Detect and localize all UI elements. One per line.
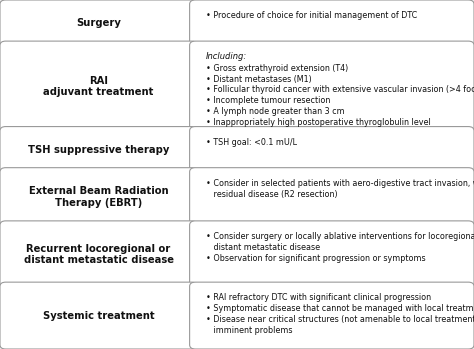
Text: • Observation for significant progression or symptoms: • Observation for significant progressio…	[206, 254, 426, 262]
Text: • Distant metastases (M1): • Distant metastases (M1)	[206, 75, 312, 84]
FancyBboxPatch shape	[0, 41, 197, 132]
FancyBboxPatch shape	[0, 221, 197, 288]
Text: • RAI refractory DTC with significant clinical progression: • RAI refractory DTC with significant cl…	[206, 293, 431, 302]
FancyBboxPatch shape	[0, 282, 197, 349]
FancyBboxPatch shape	[190, 168, 474, 227]
Text: External Beam Radiation
Therapy (EBRT): External Beam Radiation Therapy (EBRT)	[29, 186, 168, 208]
Text: • Symptomatic disease that cannot be managed with local treatment: • Symptomatic disease that cannot be man…	[206, 304, 474, 313]
FancyBboxPatch shape	[190, 41, 474, 132]
Text: Recurrent locoregional or
distant metastatic disease: Recurrent locoregional or distant metast…	[24, 244, 173, 265]
Text: • Disease near critical structures (not amenable to local treatment) likely to c: • Disease near critical structures (not …	[206, 315, 474, 324]
Text: distant metastatic disease: distant metastatic disease	[206, 243, 320, 252]
Text: Including:: Including:	[206, 52, 247, 61]
Text: • Consider surgery or locally ablative interventions for locoregional or low vol: • Consider surgery or locally ablative i…	[206, 232, 474, 241]
Text: Surgery: Surgery	[76, 18, 121, 28]
Text: • Follicular thyroid cancer with extensive vascular invasion (>4 foci): • Follicular thyroid cancer with extensi…	[206, 86, 474, 95]
FancyBboxPatch shape	[0, 0, 197, 47]
Text: • Procedure of choice for initial management of DTC: • Procedure of choice for initial manage…	[206, 11, 418, 20]
Text: TSH suppressive therapy: TSH suppressive therapy	[28, 145, 169, 155]
FancyBboxPatch shape	[0, 168, 197, 227]
FancyBboxPatch shape	[0, 127, 197, 173]
Text: • Consider in selected patients with aero-digestive tract invasion, where there : • Consider in selected patients with aer…	[206, 179, 474, 188]
Text: RAI
adjuvant treatment: RAI adjuvant treatment	[44, 76, 154, 97]
Text: imminent problems: imminent problems	[206, 326, 293, 335]
Text: • TSH goal: <0.1 mU/L: • TSH goal: <0.1 mU/L	[206, 138, 297, 147]
FancyBboxPatch shape	[190, 0, 474, 47]
FancyBboxPatch shape	[190, 221, 474, 288]
Text: • Incomplete tumour resection: • Incomplete tumour resection	[206, 96, 330, 105]
FancyBboxPatch shape	[190, 282, 474, 349]
Text: residual disease (R2 resection): residual disease (R2 resection)	[206, 190, 338, 199]
Text: • Inappropriately high postoperative thyroglobulin level: • Inappropriately high postoperative thy…	[206, 118, 431, 127]
FancyBboxPatch shape	[190, 127, 474, 173]
Text: • Gross extrathyroid extension (T4): • Gross extrathyroid extension (T4)	[206, 64, 348, 73]
Text: • A lymph node greater than 3 cm: • A lymph node greater than 3 cm	[206, 107, 345, 116]
Text: Systemic treatment: Systemic treatment	[43, 311, 155, 321]
